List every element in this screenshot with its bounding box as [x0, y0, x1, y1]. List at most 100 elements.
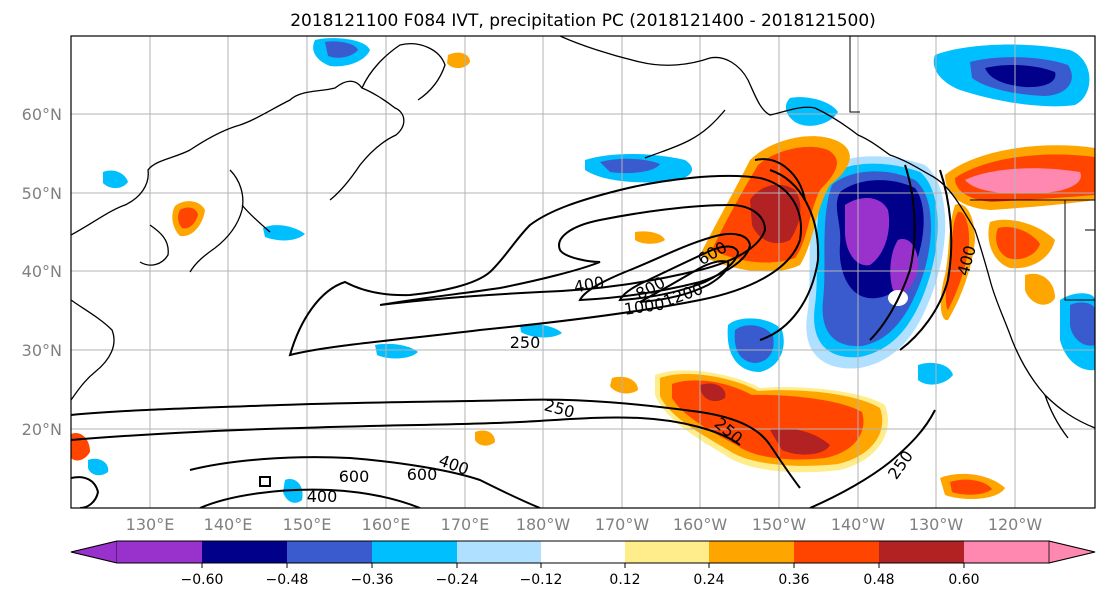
lon-tick-label: 130°W: [909, 515, 964, 534]
neg-anomaly-east-core: [1070, 302, 1095, 346]
pos-anomaly-sea-3: [475, 430, 495, 446]
neg-anomaly-alaska-south: [785, 97, 838, 126]
precip-shading: [71, 38, 1095, 503]
colorbar-tick-label: −0.12: [520, 572, 563, 588]
lat-tick-label: 60°N: [22, 105, 62, 124]
colorbar-tick-label: 0.60: [948, 572, 979, 588]
ivt-contour-400-south: [71, 398, 801, 489]
colorbar-segment: [202, 541, 287, 563]
lon-tick-label: 160°W: [673, 515, 728, 534]
neg-anomaly-kamchatka: [103, 170, 128, 189]
neg-anomaly-sea-6: [88, 458, 109, 476]
pos-anomaly-inland-1-core: [996, 226, 1040, 260]
lon-tick-label: 170°W: [595, 515, 650, 534]
neg-anomaly-canada-core: [985, 64, 1056, 88]
colorbar-outline: [70, 540, 1096, 564]
ivt-contour-400-main: [379, 203, 767, 306]
colorbar-segment: [457, 541, 541, 563]
lon-tick-label: 170°E: [441, 515, 490, 534]
pos-anomaly-subtropic-core-2: [770, 428, 830, 455]
contour-label: 600: [339, 467, 370, 486]
pos-anomaly-southeast-core: [950, 479, 992, 495]
lon-tick-label: 140°W: [831, 515, 886, 534]
lon-tick-label: 120°W: [988, 515, 1043, 534]
map-background: [71, 36, 1095, 508]
colorbar-segment: [794, 541, 879, 563]
colorbar-segment: [625, 541, 709, 563]
ivt-contour-600: [578, 232, 752, 302]
colorbar-tick-label: −0.48: [266, 572, 309, 588]
ivt-contour-600-south: [189, 456, 541, 508]
colorbar-tick-label: −0.60: [181, 572, 224, 588]
colorbar: −0.60 −0.48 −0.36 −0.24 −0.12 0.12 0.24 …: [70, 540, 1096, 588]
pos-anomaly-bc-pink: [965, 168, 1081, 194]
ivt-contour-250-main: [288, 174, 802, 357]
pos-anomaly-japan-core: [177, 207, 198, 229]
neg-anomaly-gulf-purple-2: [890, 239, 919, 294]
coast-china: [71, 299, 115, 401]
ivt-contour-400-southwest: [199, 488, 421, 508]
ivt-contour-1000: [639, 260, 730, 303]
coast-baja: [1044, 394, 1069, 439]
colorbar-left-extension: [70, 540, 118, 564]
figure-title: 2018121100 F084 IVT, precipitation PC (2…: [290, 11, 876, 31]
pos-anomaly-north-core: [750, 184, 801, 244]
lon-tick-label: 140°E: [204, 515, 253, 534]
colorbar-tick-label: 0.36: [778, 572, 809, 588]
ivt-contour-250-outer: [754, 158, 820, 341]
contour-label: 600: [407, 465, 438, 484]
contour-label: 400: [307, 487, 338, 506]
ivt-contour-west-edge: [71, 476, 100, 508]
colorbar-segment: [287, 541, 372, 563]
lon-tick-label: 150°W: [752, 515, 807, 534]
colorbar-tick-label: −0.36: [351, 572, 394, 588]
neg-anomaly-aleutian-core: [600, 158, 660, 174]
neg-anomaly-sea-2: [263, 225, 305, 241]
lat-tick-label: 40°N: [22, 262, 62, 281]
neg-anomaly-bering-core: [325, 41, 358, 58]
coast-asia: [71, 80, 405, 236]
coast-aleutians: [644, 109, 726, 159]
colorbar-right-extension: [1048, 540, 1096, 564]
pos-anomaly-coast: [945, 211, 970, 310]
lon-tick-label: 160°E: [362, 515, 411, 534]
ivt-contour-bc-400: [869, 164, 953, 351]
map-frame: [70, 35, 1096, 509]
pos-anomaly-okhotsk: [447, 52, 470, 69]
contour-label: 250: [510, 333, 541, 352]
ivt-contours: [71, 158, 953, 508]
ivt-contour-250-south: [71, 416, 741, 446]
pos-anomaly-inland-2: [1025, 273, 1055, 305]
lat-tick-label: 30°N: [22, 341, 62, 360]
coast-korea: [139, 224, 169, 266]
coast-alaska: [559, 36, 931, 176]
colorbar-ticks: [201, 563, 965, 568]
ivt-contour-800: [618, 245, 740, 302]
colorbar-segment: [117, 541, 202, 563]
ivt-contour-small-box: [259, 476, 271, 487]
pos-anomaly-sea-2: [610, 376, 638, 394]
map-panel: 400 600 800 1000 1200 250 250 250 400 60…: [70, 35, 1096, 509]
colorbar-segment: [964, 541, 1049, 563]
colorbar-tick-label: 0.12: [609, 572, 640, 588]
pos-anomaly-sea-1: [635, 231, 665, 244]
lon-tick-label: 130°E: [126, 515, 175, 534]
colorbar-tick-label: −0.24: [436, 572, 479, 588]
longitude-ticks: 130°E 140°E 150°E 160°E 170°E 180°W 170°…: [126, 515, 1043, 534]
neg-anomaly-sea-3: [520, 323, 562, 338]
neg-anomaly-west-blob-core: [734, 325, 774, 363]
lon-tick-label: 180°W: [516, 515, 571, 534]
lon-tick-label: 150°E: [283, 515, 332, 534]
borders: [849, 36, 1095, 301]
neg-anomaly-gulf-purple: [845, 198, 890, 266]
colorbar-segment: [372, 541, 457, 563]
colorbar-tick-label: 0.48: [863, 572, 894, 588]
coast-bc: [929, 174, 1095, 429]
colorbar-segment: [541, 541, 625, 563]
colorbar-segment: [879, 541, 964, 563]
pos-anomaly-subtropic-core: [700, 383, 726, 402]
lat-tick-label: 20°N: [22, 420, 62, 439]
latitude-ticks: 60°N 50°N 40°N 30°N 20°N: [22, 105, 62, 439]
ivt-contour-250-east: [809, 409, 936, 508]
